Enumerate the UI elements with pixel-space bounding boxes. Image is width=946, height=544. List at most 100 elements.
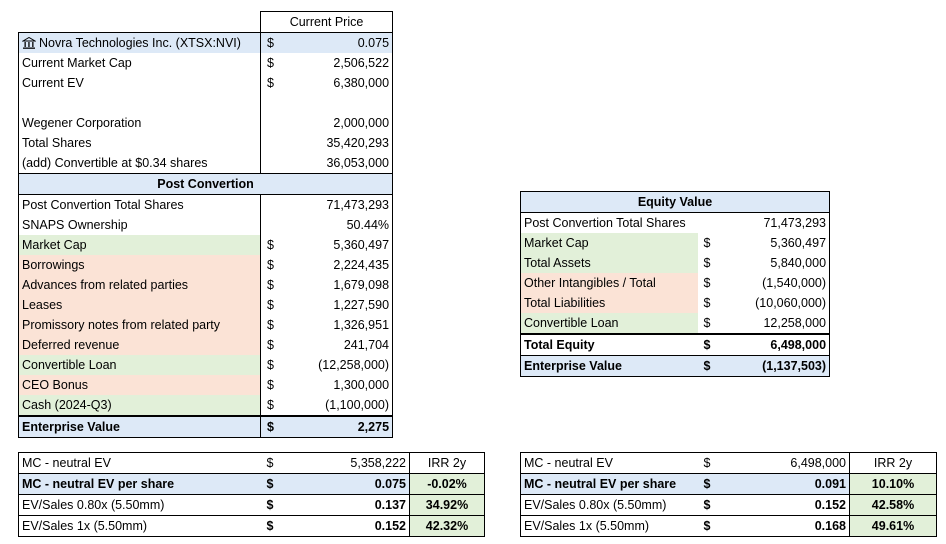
irr-left-currency-3: $ <box>260 494 286 516</box>
irr-left-currency-1: $ <box>260 452 286 474</box>
equity-total-assets-label: Total Assets <box>520 253 698 273</box>
equity-post-convertion-total-shares-value: 71,473,293 <box>725 212 831 233</box>
post-snaps-ownership-value: 50.44% <box>285 215 394 235</box>
company-cell: Novra Technologies Inc. (XTSX:NVI) <box>18 32 261 53</box>
post-cash-2024-q3-currency: $ <box>260 395 286 416</box>
post-deferred-revenue-currency: $ <box>260 335 286 355</box>
current-price-header: Current Price <box>259 11 394 33</box>
post-row-borrowings: Borrowings $2,224,435 <box>18 255 394 275</box>
irr-right-value-2: 0.091 <box>725 473 850 495</box>
irr-right-header: IRR 2y <box>849 452 937 474</box>
enterprise-value-label: Enterprise Value <box>18 415 261 438</box>
irr-left-label-2: MC - neutral EV per share <box>18 473 261 495</box>
irr-right-currency-4: $ <box>697 515 726 537</box>
equity-post-convertion-total-shares-label: Post Convertion Total Shares <box>520 212 698 233</box>
equity-other-intangibles-total-currency: $ <box>703 275 711 290</box>
post-convertion-rows: Post Convertion Total Shares 71,473,293 SN… <box>18 194 394 416</box>
enterprise-value-currency: $ <box>260 415 286 438</box>
equity-other-intangibles-total-label: Other Intangibles / Total <box>520 273 698 293</box>
equity-total-assets-currency: $ <box>703 255 711 270</box>
irr-right-row-3: EV/Sales 0.80x (5.50mm) $ 0.152 42.58% <box>520 494 937 516</box>
post-convertible-loan-label: Convertible Loan <box>18 355 261 375</box>
irr-right-label-3: EV/Sales 0.80x (5.50mm) <box>520 494 698 516</box>
post-promissory-notes-from-related-party-value: 1,326,951 <box>285 315 394 335</box>
total-shares-value: 35,420,293 <box>285 133 394 153</box>
post-market-cap-value: 5,360,497 <box>285 235 394 255</box>
irr-left-value-1: 5,358,222 <box>285 452 410 474</box>
wegener-label: Wegener Corporation <box>18 113 261 133</box>
company-row: Novra Technologies Inc. (XTSX:NVI) $ 0.0… <box>18 32 394 53</box>
post-row-ceo-bonus: CEO Bonus $1,300,000 <box>18 375 394 395</box>
post-ceo-bonus-currency: $ <box>260 375 286 395</box>
convertible-shares-label: (add) Convertible at $0.34 shares <box>18 153 261 174</box>
total-shares-row: Total Shares 35,420,293 <box>18 133 394 153</box>
irr-right-irr-3: 42.58% <box>849 494 937 516</box>
irr-left-row-1: MC - neutral EV $ 5,358,222 IRR 2y <box>18 452 485 474</box>
equity-value-table: Equity Value Post Convertion Total Share… <box>519 191 831 377</box>
equity-total-liabilities-label: Total Liabilities <box>520 293 698 313</box>
post-row-deferred-revenue: Deferred revenue $241,704 <box>18 335 394 355</box>
post-row-promissory-notes-from-related-party: Promissory notes from related party $1,32… <box>18 315 394 335</box>
post-row-cash-2024-q3: Cash (2024-Q3) $ (1,100,000) <box>18 395 394 416</box>
irr-right-label-4: EV/Sales 1x (5.50mm) <box>520 515 698 537</box>
irr-left-currency-4: $ <box>260 515 286 537</box>
irr-right-label-2: MC - neutral EV per share <box>520 473 698 495</box>
irr-table-right: MC - neutral EV $ 6,498,000 IRR 2y MC - … <box>520 452 937 537</box>
total-equity-label: Total Equity <box>520 333 698 356</box>
convertible-shares-row: (add) Convertible at $0.34 shares 36,053… <box>18 153 394 174</box>
market-cap-value: 2,506,522 <box>285 53 394 73</box>
equity-row-total-liabilities: Total Liabilities $ (10,060,000) <box>520 293 831 313</box>
post-promissory-notes-from-related-party-label: Promissory notes from related party <box>18 315 261 335</box>
irr-right-value-1: 6,498,000 <box>725 452 850 474</box>
post-cash-2024-q3-label: Cash (2024-Q3) <box>18 395 261 416</box>
post-leases-label: Leases <box>18 295 261 315</box>
total-shares-label: Total Shares <box>18 133 261 153</box>
irr-left-row-2: MC - neutral EV per share $ 0.075 -0.02% <box>18 473 485 495</box>
post-borrowings-label: Borrowings <box>18 255 261 275</box>
post-row-snaps-ownership: SNAPS Ownership 50.44% <box>18 215 394 235</box>
irr-right-irr-2: 10.10% <box>849 473 937 495</box>
post-advances-from-related-parties-label: Advances from related parties <box>18 275 261 295</box>
post-convertion-header-row: Post Convertion <box>17 173 394 195</box>
equity-convertible-loan-value: 12,258,000 <box>725 313 831 334</box>
equity-convertible-loan-currency: $ <box>703 315 711 330</box>
post-post-convertion-total-shares-currency <box>260 194 286 215</box>
market-cap-label: Current Market Cap <box>18 53 261 73</box>
post-convertible-loan-currency: $ <box>260 355 286 375</box>
post-ceo-bonus-value: 1,300,000 <box>285 375 394 395</box>
irr-right-row-2: MC - neutral EV per share $ 0.091 10.10% <box>520 473 937 495</box>
post-promissory-notes-from-related-party-currency: $ <box>260 315 286 335</box>
irr-left-value-4: 0.152 <box>285 515 410 537</box>
irr-left-header: IRR 2y <box>409 452 485 474</box>
irr-left-row-4: EV/Sales 1x (5.50mm) $ 0.152 42.32% <box>18 515 485 537</box>
irr-right-currency-1: $ <box>697 452 726 474</box>
post-row-advances-from-related-parties: Advances from related parties $1,679,098 <box>18 275 394 295</box>
post-leases-currency: $ <box>260 295 286 315</box>
post-deferred-revenue-value: 241,704 <box>285 335 394 355</box>
post-borrowings-currency: $ <box>260 255 286 275</box>
post-ceo-bonus-label: CEO Bonus <box>18 375 261 395</box>
convertible-shares-value: 36,053,000 <box>285 153 394 174</box>
post-post-convertion-total-shares-value: 71,473,293 <box>285 194 394 215</box>
irr-right-row-4: EV/Sales 1x (5.50mm) $ 0.168 49.61% <box>520 515 937 537</box>
post-advances-from-related-parties-currency: $ <box>260 275 286 295</box>
post-row-leases: Leases $1,227,590 <box>18 295 394 315</box>
ev-currency: $ <box>260 73 286 93</box>
post-convertion-header: Post Convertion <box>17 173 394 195</box>
company-price-currency: $ <box>260 32 286 53</box>
market-cap-row: Current Market Cap $ 2,506,522 <box>18 53 394 73</box>
equity-post-convertion-total-shares-currency <box>698 213 726 234</box>
irr-right-currency-2: $ <box>697 473 726 495</box>
equity-enterprise-row: Enterprise Value $ (1,137,503) <box>520 355 831 377</box>
total-equity-row: Total Equity $ 6,498,000 <box>520 333 831 356</box>
irr-left-row-3: EV/Sales 0.80x (5.50mm) $ 0.137 34.92% <box>18 494 485 516</box>
equity-market-cap-value: 5,360,497 <box>725 233 831 253</box>
post-borrowings-value: 2,224,435 <box>285 255 394 275</box>
equity-total-liabilities-currency: $ <box>703 295 711 310</box>
equity-row-convertible-loan: Convertible Loan $12,258,000 <box>520 313 831 334</box>
post-row-post-convertion-total-shares: Post Convertion Total Shares 71,473,293 <box>18 194 394 215</box>
irr-left-value-2: 0.075 <box>285 473 410 495</box>
valuation-table: Current Price Novra Technologies Inc. (X… <box>17 11 394 438</box>
equity-row-market-cap: Market Cap $5,360,497 <box>520 233 831 253</box>
irr-left-irr-3: 34.92% <box>409 494 485 516</box>
